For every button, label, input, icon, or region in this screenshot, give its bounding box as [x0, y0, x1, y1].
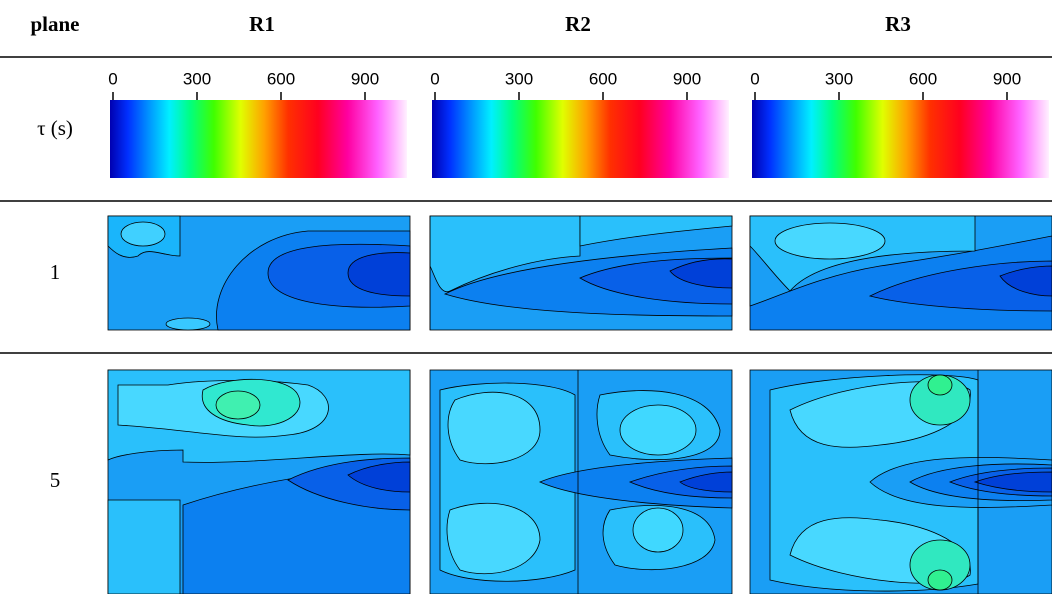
colorbar-tick-label: 0	[750, 69, 759, 88]
row-label: 1	[50, 260, 61, 284]
colorbar	[110, 100, 407, 178]
colorbar-tick-label: 600	[589, 69, 617, 88]
colorbar-tick-label: 600	[267, 69, 295, 88]
header-column: R1	[249, 12, 275, 36]
contour-plot	[429, 369, 733, 594]
header-column: R3	[885, 12, 911, 36]
colorbar-tick-label: 300	[505, 69, 533, 88]
colorbar-tick-label: 0	[430, 69, 439, 88]
contour-plot	[429, 215, 733, 331]
contour-plot	[749, 215, 1052, 331]
colorbar	[432, 100, 729, 178]
colorbar-tick-label: 300	[825, 69, 853, 88]
colorbar-tick-label: 900	[993, 69, 1021, 88]
contour-plot	[107, 369, 411, 594]
colorbar	[752, 100, 1049, 178]
header-column: R2	[565, 12, 591, 36]
colorbar-tick-label: 900	[351, 69, 379, 88]
colorbar-label: τ (s)	[37, 116, 73, 140]
colorbar-tick-label: 300	[183, 69, 211, 88]
row-label: 5	[50, 468, 61, 492]
header-plane: plane	[30, 12, 79, 36]
contour-plot	[107, 215, 411, 331]
colorbar-tick-label: 900	[673, 69, 701, 88]
colorbar-tick-label: 600	[909, 69, 937, 88]
contour-plot	[749, 369, 1052, 594]
colorbar-tick-label: 0	[108, 69, 117, 88]
